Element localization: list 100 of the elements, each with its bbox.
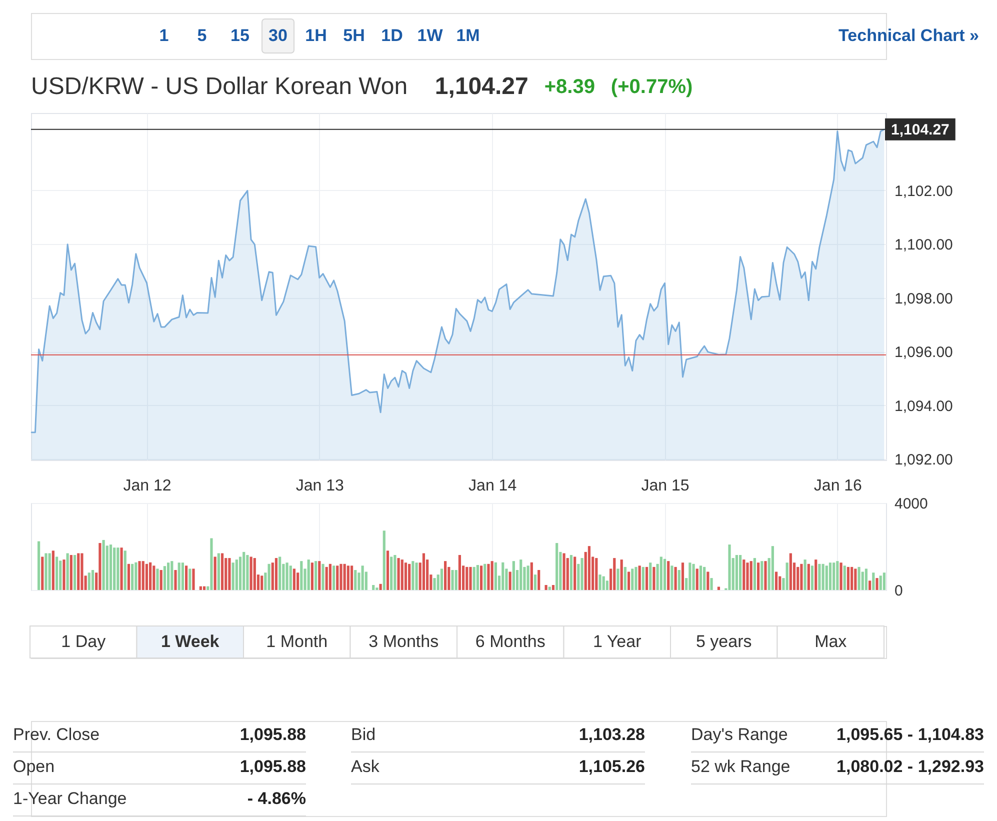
text: 1,095.88 <box>240 757 306 776</box>
text: 1H <box>305 26 327 45</box>
bar <box>210 538 213 590</box>
bar <box>160 570 162 590</box>
bar <box>717 586 720 590</box>
bar <box>616 568 620 590</box>
text: 1,080.02 - 1,292.93 <box>836 757 984 776</box>
text: 5H <box>343 26 365 45</box>
bar <box>192 568 195 590</box>
bar <box>598 574 602 590</box>
bar <box>818 564 821 590</box>
bar <box>735 554 738 590</box>
bar <box>494 562 497 590</box>
y-tick-label: 1,100.00 <box>894 236 953 254</box>
bar <box>678 570 680 590</box>
bar <box>876 578 878 590</box>
bar <box>556 543 558 590</box>
bar <box>872 572 875 590</box>
bar <box>858 566 860 590</box>
bar <box>613 558 616 590</box>
bar <box>52 550 54 590</box>
bar <box>48 553 51 590</box>
bar <box>170 561 174 590</box>
text: 1 <box>159 26 169 45</box>
bar <box>756 562 760 590</box>
bar <box>332 566 336 590</box>
bar <box>214 556 216 590</box>
bar <box>289 566 292 590</box>
text: 6 Months <box>475 632 546 651</box>
bar <box>627 572 630 590</box>
bar <box>109 544 112 590</box>
bar <box>476 564 479 590</box>
bar <box>786 562 788 590</box>
bar <box>400 560 404 590</box>
bar <box>854 568 857 590</box>
bar <box>142 561 144 590</box>
bar <box>832 562 836 590</box>
bar <box>530 562 533 590</box>
bar <box>386 550 390 590</box>
bar <box>502 562 504 590</box>
text: 1,103.28 <box>578 725 645 744</box>
x-tick-label: Jan 14 <box>468 478 517 494</box>
text: Technical Chart » <box>838 26 979 45</box>
bar <box>750 561 752 590</box>
bar <box>41 556 44 590</box>
bar <box>55 556 58 590</box>
text: 1 Week <box>160 632 220 651</box>
bar <box>325 566 328 590</box>
bar <box>534 574 537 590</box>
bar <box>631 568 634 590</box>
text: 5 <box>197 26 207 45</box>
bar <box>220 553 224 590</box>
text: 1 Year <box>593 632 642 651</box>
bar <box>235 560 238 590</box>
bar <box>649 562 652 590</box>
bar <box>382 530 386 590</box>
bar <box>843 566 846 590</box>
bar <box>742 560 746 590</box>
bar <box>181 562 184 590</box>
y-tick-label: 0 <box>894 582 903 600</box>
bar <box>652 566 656 590</box>
y-tick-label: 1,094.00 <box>894 398 953 415</box>
bar <box>796 566 800 590</box>
bar <box>508 572 512 590</box>
bar <box>570 554 573 590</box>
bar <box>882 572 886 590</box>
text: Ask <box>351 757 380 776</box>
bar <box>372 584 375 590</box>
bar <box>490 561 494 590</box>
bar <box>98 543 102 590</box>
ref-line-label: 1,104.27 <box>890 121 950 138</box>
text: 1,095.65 - 1,104.83 <box>836 725 984 744</box>
bar <box>667 561 670 590</box>
bar <box>116 548 120 590</box>
bar <box>314 561 318 590</box>
chart-title: USD/KRW - US Dollar Korean Won <box>31 73 408 100</box>
bar <box>232 562 234 590</box>
text: (+0.77%) <box>610 76 693 98</box>
bar <box>454 570 458 590</box>
bar <box>562 553 566 590</box>
bar <box>73 554 76 590</box>
bar <box>814 560 818 590</box>
bar <box>138 561 141 590</box>
bar <box>340 564 342 590</box>
bar <box>394 554 396 590</box>
x-tick-label: Jan 12 <box>123 478 172 494</box>
text: 1W <box>417 26 444 45</box>
bar <box>131 564 134 590</box>
bar <box>91 570 94 590</box>
bar <box>59 560 62 590</box>
text: 1,104.27 <box>434 73 528 100</box>
bar <box>602 576 605 590</box>
bar <box>800 564 803 590</box>
bar <box>70 554 72 590</box>
bar <box>343 564 346 590</box>
text: 52 wk Range <box>691 757 790 776</box>
y-tick-label: 4000 <box>894 496 928 512</box>
bar <box>670 566 674 590</box>
bar <box>642 566 644 590</box>
bar <box>526 566 530 590</box>
